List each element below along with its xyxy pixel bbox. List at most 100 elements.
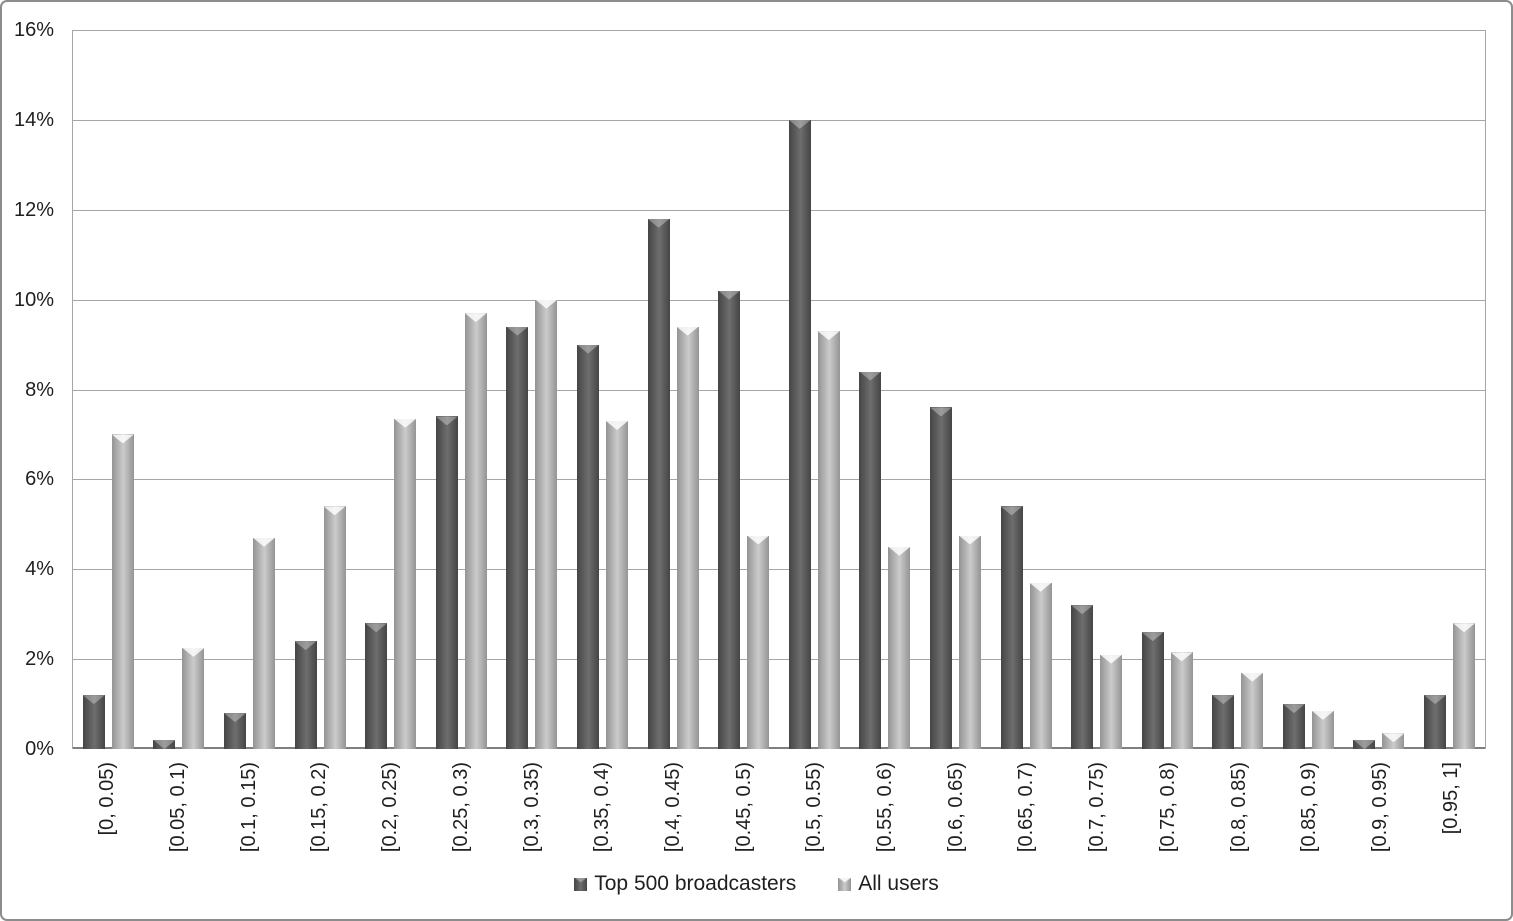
- bar-all-users: [676, 326, 699, 749]
- bar-cap-highlight: [958, 535, 981, 545]
- bar-group: [708, 30, 779, 749]
- bar-top500-broadcasters: [506, 326, 529, 749]
- bar-group: [850, 30, 921, 749]
- bar-group: [991, 30, 1062, 749]
- bar-top500-broadcasters: [647, 218, 670, 749]
- x-tick-label: [0.45, 0.5): [732, 762, 755, 853]
- bar-group: [1344, 30, 1415, 750]
- bar-cap-highlight: [747, 535, 770, 545]
- x-tick-label: [0.8, 0.85): [1227, 762, 1250, 853]
- x-tick-cell: [0.95, 1]: [1415, 762, 1486, 874]
- bar-all-users: [958, 535, 981, 749]
- x-tick-cell: [0.05, 0.1): [143, 762, 214, 874]
- bar-top500-broadcasters: [294, 641, 317, 749]
- bar-cap-highlight: [1170, 652, 1193, 662]
- y-tick-label: 4%: [25, 558, 54, 580]
- x-tick-label: [0.25, 0.3): [449, 762, 472, 853]
- bar-all-users: [1382, 733, 1405, 749]
- bar-cap-highlight: [153, 740, 176, 750]
- bars-layer: [73, 30, 1485, 750]
- bar-all-users: [1100, 654, 1123, 749]
- x-tick-label: [0.2, 0.25): [379, 762, 402, 853]
- bar-group: [1273, 30, 1344, 749]
- y-tick-label: 0%: [25, 738, 54, 760]
- bar-cap-highlight: [888, 546, 911, 556]
- x-tick-cell: [0.3, 0.35): [496, 762, 567, 874]
- legend-marker-icon: [574, 877, 588, 891]
- bar-group: [355, 30, 426, 749]
- bar-all-users: [535, 299, 558, 749]
- bar-cap-highlight: [182, 647, 205, 657]
- bar-all-users: [817, 331, 840, 749]
- bar-top500-broadcasters: [435, 416, 458, 749]
- bar-all-users: [1029, 582, 1052, 749]
- x-tick-cell: [0.9, 0.95): [1345, 762, 1416, 874]
- bar-cap-highlight: [223, 713, 246, 723]
- x-tick-cell: [0.1, 0.15): [213, 762, 284, 874]
- bar-group: [73, 30, 144, 749]
- y-tick-label: 8%: [25, 379, 54, 401]
- plot-area: [72, 30, 1486, 750]
- bar-top500-broadcasters: [576, 344, 599, 749]
- x-tick-label: [0.1, 0.15): [237, 762, 260, 853]
- legend-item-all-users: All users: [838, 872, 939, 896]
- y-tick-label: 6%: [25, 468, 54, 490]
- bar-cap-highlight: [1382, 733, 1405, 743]
- x-tick-cell: [0.2, 0.25): [355, 762, 426, 874]
- bar-cap-highlight: [294, 641, 317, 651]
- bar-top500-broadcasters: [1212, 695, 1235, 749]
- y-tick-label: 16%: [13, 19, 54, 41]
- bar-cap-highlight: [817, 331, 840, 341]
- x-tick-cell: [0.65, 0.7): [991, 762, 1062, 874]
- bar-cap-highlight: [82, 695, 105, 705]
- x-axis-labels: [0, 0.05) [0.05, 0.1) [0.1, 0.15) [0.15, 0.…: [72, 762, 1486, 874]
- bar-cap-highlight: [394, 418, 417, 428]
- x-tick-cell: [0.4, 0.45): [638, 762, 709, 874]
- bar-group: [638, 30, 709, 749]
- bar-top500-broadcasters: [1141, 632, 1164, 749]
- bar-cap-highlight: [506, 326, 529, 336]
- bar-top500-broadcasters: [859, 371, 882, 749]
- bar-cap-highlight: [365, 623, 388, 633]
- y-tick-label: 10%: [13, 289, 54, 311]
- bar-group: [144, 30, 215, 750]
- bar-cap-highlight: [1100, 654, 1123, 664]
- x-tick-cell: [0.25, 0.3): [426, 762, 497, 874]
- bar-top500-broadcasters: [718, 290, 741, 749]
- bar-cap-highlight: [464, 313, 487, 323]
- bar-group: [779, 30, 850, 749]
- bar-cap-highlight: [1212, 695, 1235, 705]
- bar-cap-highlight: [718, 290, 741, 300]
- bar-cap-highlight: [1424, 695, 1447, 705]
- bar-top500-broadcasters: [788, 119, 811, 749]
- y-tick-label: 2%: [25, 648, 54, 670]
- x-tick-label: [0.15, 0.2): [308, 762, 331, 853]
- bar-all-users: [394, 418, 417, 749]
- legend-label: All users: [858, 872, 939, 895]
- x-tick-cell: [0.75, 0.8): [1133, 762, 1204, 874]
- bar-top500-broadcasters: [929, 407, 952, 749]
- y-gridline: [73, 479, 1485, 480]
- x-tick-label: [0.85, 0.9): [1298, 762, 1321, 853]
- bar-cap-highlight: [435, 416, 458, 426]
- bar-cap-highlight: [1241, 672, 1264, 682]
- bar-cap-highlight: [929, 407, 952, 417]
- x-tick-label: [0.9, 0.95): [1369, 762, 1391, 853]
- bar-cap-highlight: [1071, 605, 1094, 615]
- x-tick-label: [0.75, 0.8): [1156, 762, 1179, 853]
- bar-top500-broadcasters: [153, 740, 176, 750]
- x-tick-label: [0.35, 0.4): [591, 762, 614, 853]
- bar-all-users: [1170, 652, 1193, 749]
- x-tick-cell: [0.45, 0.5): [708, 762, 779, 874]
- bar-cap-highlight: [1311, 710, 1334, 720]
- legend-marker-cap: [838, 877, 852, 883]
- bar-cap-highlight: [605, 420, 628, 430]
- y-gridline: [73, 300, 1485, 301]
- x-tick-label: [0.5, 0.55): [803, 762, 826, 853]
- bar-cap-highlight: [1029, 582, 1052, 592]
- bar-top500-broadcasters: [1424, 695, 1447, 749]
- legend-marker-cap: [574, 877, 588, 883]
- x-tick-label: [0.3, 0.35): [520, 762, 543, 853]
- bar-top500-broadcasters: [1071, 605, 1094, 749]
